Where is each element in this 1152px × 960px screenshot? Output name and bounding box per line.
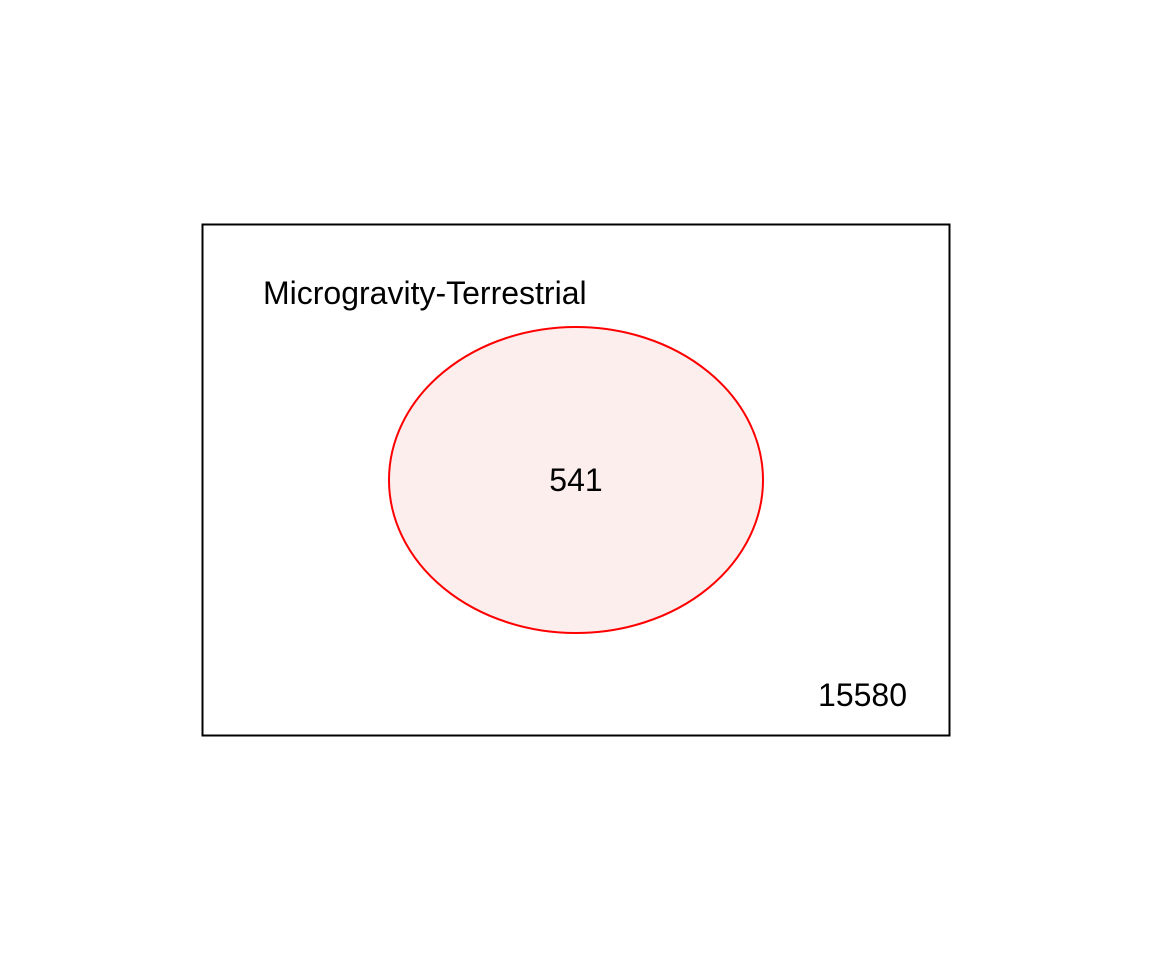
set-label: Microgravity-Terrestrial xyxy=(263,275,587,311)
outside-count: 15580 xyxy=(818,677,907,713)
universe-frame xyxy=(201,223,951,737)
inside-count: 541 xyxy=(549,462,602,498)
set-circle-microgravity-terrestrial xyxy=(388,326,764,634)
